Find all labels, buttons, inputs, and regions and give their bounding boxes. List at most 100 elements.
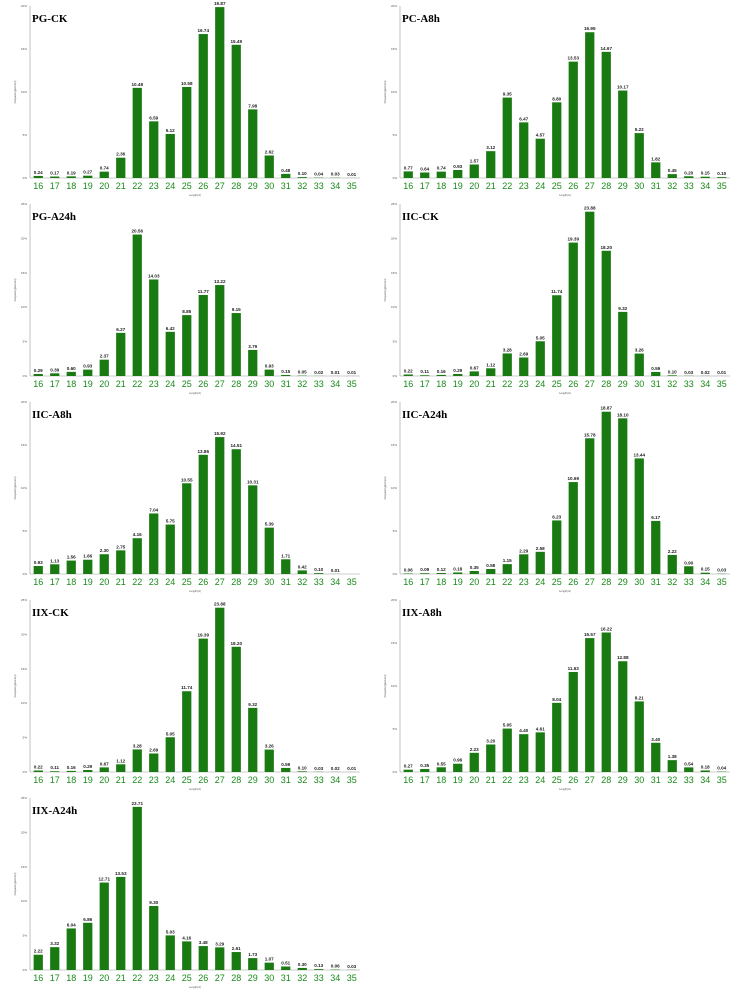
value-label: 7.98 (248, 103, 257, 108)
bar (651, 162, 661, 178)
value-label: 23.88 (584, 206, 596, 211)
x-tick-label: 23 (149, 577, 159, 587)
x-tick-label: 23 (149, 379, 159, 389)
bar (264, 369, 274, 376)
value-label: 0.29 (34, 368, 43, 373)
value-label: 6.27 (116, 327, 125, 332)
value-label: 19.39 (568, 237, 580, 242)
value-label: 1.38 (668, 754, 677, 759)
value-label: 0.10 (717, 171, 726, 176)
value-label: 11.63 (568, 666, 580, 671)
x-tick-label: 35 (347, 577, 357, 587)
chart-panel-iic-a24h: IIC-A24h 0% 5% 10% 15% 20% Frequency(percent) 0… (370, 396, 738, 594)
x-tick-label: 23 (519, 577, 529, 587)
y-tick-label: 15% (391, 641, 397, 645)
value-label: 6.86 (83, 917, 92, 922)
value-label: 15.92 (214, 431, 226, 436)
x-tick-label: 27 (215, 181, 225, 191)
value-label: 10.55 (181, 477, 193, 482)
x-tick-label: 25 (552, 577, 562, 587)
x-tick-label: 31 (651, 379, 661, 389)
value-label: 0.59 (281, 762, 290, 767)
x-tick-label: 33 (684, 577, 694, 587)
value-label: 4.16 (182, 935, 191, 940)
y-tick-label: 5% (23, 934, 28, 938)
x-tick-label: 35 (717, 775, 727, 785)
value-label: 10.48 (132, 82, 144, 87)
value-label: 0.03 (684, 370, 693, 375)
bar (403, 374, 413, 376)
x-tick-label: 35 (717, 181, 727, 191)
value-label: 0.30 (298, 962, 307, 967)
x-tick-label: 20 (469, 775, 479, 785)
x-tick-label: 21 (486, 775, 496, 785)
x-tick-label: 34 (330, 775, 340, 785)
bar (436, 374, 446, 376)
x-tick-label: 33 (314, 379, 324, 389)
bar (281, 374, 291, 376)
value-label: 0.42 (298, 564, 307, 569)
bar (248, 485, 258, 574)
x-tick-label: 26 (568, 379, 578, 389)
bar (486, 569, 496, 574)
x-tick-label: 35 (717, 577, 727, 587)
y-tick-label: 20% (21, 4, 27, 8)
bar (231, 44, 241, 179)
x-tick-label: 31 (281, 577, 291, 587)
x-tick-label: 35 (347, 973, 357, 983)
x-tick-label: 20 (469, 379, 479, 389)
x-tick-label: 26 (198, 775, 208, 785)
x-tick-label: 24 (535, 577, 545, 587)
bar (403, 171, 413, 178)
bar (297, 771, 307, 772)
value-label: 0.27 (404, 764, 413, 769)
bar (149, 121, 159, 178)
value-label: 10.17 (617, 85, 629, 90)
value-label: 10.31 (247, 479, 259, 484)
bar (486, 151, 496, 178)
value-label: 0.15 (701, 171, 710, 176)
bar (568, 61, 578, 178)
value-label: 0.15 (281, 369, 290, 374)
x-tick-label: 32 (297, 181, 307, 191)
bar (535, 732, 545, 772)
y-tick-label: 5% (23, 340, 28, 344)
chart-title: IIX-A24h (32, 805, 77, 817)
value-label: 0.22 (34, 764, 43, 769)
value-label: 0.01 (347, 766, 356, 771)
x-tick-label: 33 (684, 379, 694, 389)
x-tick-label: 23 (149, 181, 159, 191)
value-label: 0.60 (67, 366, 76, 371)
y-tick-label: 10% (21, 305, 27, 309)
value-label: 0.02 (331, 766, 340, 771)
value-label: 5.03 (166, 929, 175, 934)
bar (66, 176, 76, 178)
x-tick-label: 35 (347, 379, 357, 389)
bar (436, 171, 446, 178)
y-tick-label: 0% (23, 968, 28, 972)
value-label: 12.71 (99, 877, 111, 882)
bar (519, 122, 529, 178)
bar (281, 767, 291, 772)
x-tick-label: 21 (116, 577, 126, 587)
bar (453, 374, 463, 376)
bar (453, 572, 463, 574)
value-label: 0.93 (265, 364, 274, 369)
value-label: 0.02 (701, 370, 710, 375)
x-tick-label: 18 (66, 379, 76, 389)
value-label: 3.28 (503, 347, 512, 352)
y-tick-label: 0% (23, 770, 28, 774)
bar (281, 966, 291, 970)
value-label: 6.47 (519, 116, 528, 121)
x-tick-label: 18 (436, 379, 446, 389)
y-tick-label: 15% (21, 47, 27, 51)
value-label: 12.88 (617, 655, 629, 660)
bar-chart: IIX-A8h 0% 5% 10% 15% 20% Frequency(percent) 0.… (383, 598, 730, 791)
value-label: 0.35 (420, 763, 429, 768)
value-label: 1.15 (503, 558, 512, 563)
value-label: 0.05 (298, 370, 307, 375)
bar (420, 573, 430, 574)
bar (601, 411, 611, 574)
bar (436, 767, 446, 772)
x-axis-label: Length(nt) (189, 787, 201, 791)
